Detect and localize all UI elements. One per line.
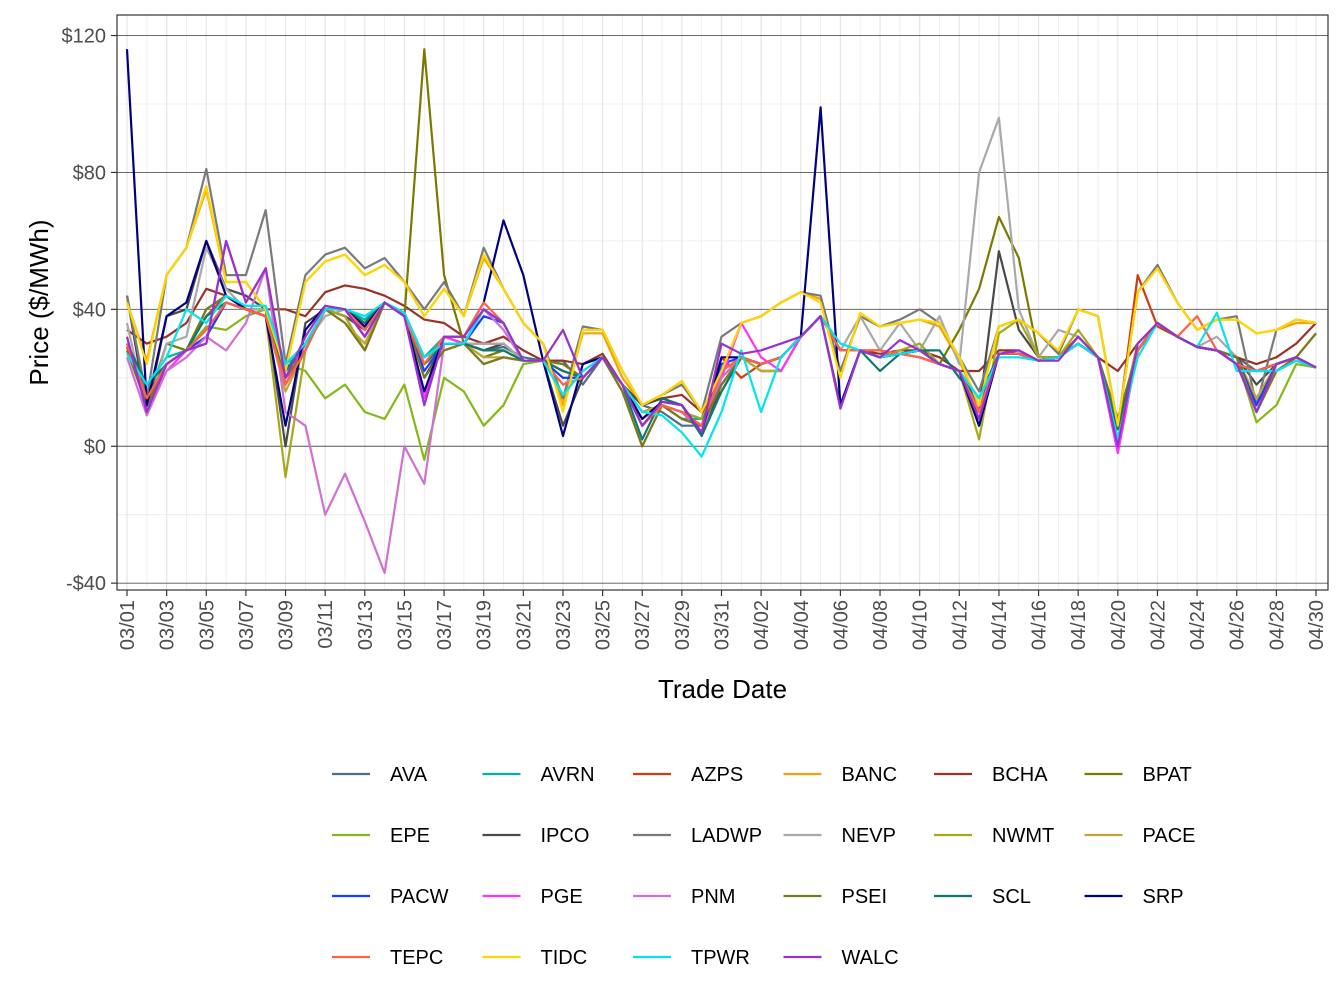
legend-label-pacw: PACW — [390, 886, 449, 908]
series-line-walc — [125, 239, 1317, 448]
x-tick-label: 03/15 — [394, 600, 416, 650]
x-tick-label: 03/11 — [315, 600, 337, 649]
minor-grid — [117, 15, 1328, 590]
x-tick-label: 03/17 — [434, 600, 456, 650]
legend-label-azps: AZPS — [691, 764, 743, 786]
y-tick-label: $0 — [84, 436, 106, 458]
legend-label-avrn: AVRN — [541, 764, 595, 786]
x-tick-label: 04/20 — [1108, 600, 1130, 650]
legend-label-ava: AVA — [390, 764, 428, 786]
x-tick-label: 03/13 — [355, 600, 377, 650]
legend: AVA AVRN AZPS BANC BCHA BPAT EPE IPCO LADWP NEVP N… — [332, 764, 1195, 969]
legend-label-pace: PACE — [1143, 825, 1196, 847]
x-axis-title: Trade Date — [658, 674, 787, 704]
y-tick-label: -$40 — [66, 573, 106, 595]
legend-label-tpwr: TPWR — [691, 947, 750, 969]
x-tick-label: 04/22 — [1147, 600, 1169, 650]
x-tick-label: 03/03 — [157, 600, 179, 650]
legend-label-tepc: TEPC — [390, 947, 443, 969]
x-tick-label: 04/12 — [949, 600, 971, 650]
legend-label-banc: BANC — [842, 764, 898, 786]
x-axis-ticks: 03/01 03/03 03/05 03/07 03/09 03/11 03/13 03/15… — [117, 590, 1328, 650]
y-tick-label: $40 — [73, 299, 106, 321]
legend-label-ipco: IPCO — [541, 825, 590, 847]
x-tick-label: 03/01 — [117, 600, 139, 650]
x-tick-label: 04/18 — [1068, 600, 1090, 650]
x-tick-label: 04/26 — [1227, 600, 1249, 650]
y-tick-label: $80 — [73, 162, 106, 184]
legend-label-ladwp: LADWP — [691, 825, 762, 847]
series-lines — [125, 48, 1317, 575]
plot-panel-border — [116, 14, 1329, 591]
legend-label-nwmt: NWMT — [992, 825, 1054, 847]
series-line-tidc — [125, 185, 1317, 427]
x-tick-label: 03/29 — [672, 600, 694, 650]
x-tick-label: 03/19 — [474, 600, 496, 650]
x-tick-label: 03/05 — [196, 600, 218, 650]
legend-label-srp: SRP — [1143, 886, 1184, 908]
major-grid — [117, 15, 1328, 590]
legend-label-psei: PSEI — [842, 886, 888, 908]
x-tick-label: 03/31 — [712, 600, 734, 650]
x-tick-label: 04/04 — [791, 600, 813, 650]
y-tick-label: $120 — [62, 26, 107, 48]
x-tick-label: 04/14 — [989, 600, 1011, 650]
x-tick-label: 04/06 — [830, 600, 852, 650]
legend-label-tidc: TIDC — [541, 947, 588, 969]
x-tick-label: 04/30 — [1306, 600, 1328, 650]
x-tick-label: 04/16 — [1029, 600, 1051, 650]
x-tick-label: 03/09 — [276, 600, 298, 650]
x-tick-label: 03/21 — [513, 600, 535, 650]
x-tick-label: 04/08 — [870, 600, 892, 650]
legend-label-pnm: PNM — [691, 886, 735, 908]
x-tick-label: 04/10 — [910, 600, 932, 650]
legend-label-nevp: NEVP — [842, 825, 896, 847]
y-axis-ticks: -$40 $0 $40 $80 $120 — [62, 26, 117, 595]
legend-label-epe: EPE — [390, 825, 430, 847]
x-tick-label: 03/27 — [632, 600, 654, 650]
x-tick-label: 03/25 — [593, 600, 615, 650]
legend-label-bcha: BCHA — [992, 764, 1048, 786]
legend-label-bpat: BPAT — [1143, 764, 1192, 786]
x-tick-label: 03/23 — [553, 600, 575, 650]
x-tick-label: 04/24 — [1187, 600, 1209, 650]
x-tick-label: 04/02 — [751, 600, 773, 650]
series-line-tpwr — [126, 294, 1317, 458]
legend-label-walc: WALC — [842, 947, 899, 969]
x-tick-label: 03/07 — [236, 600, 258, 650]
x-tick-label: 04/28 — [1266, 600, 1288, 650]
y-axis-title: Price ($/MWh) — [24, 219, 54, 385]
legend-label-pge: PGE — [541, 886, 583, 908]
legend-label-scl: SCL — [992, 886, 1031, 908]
